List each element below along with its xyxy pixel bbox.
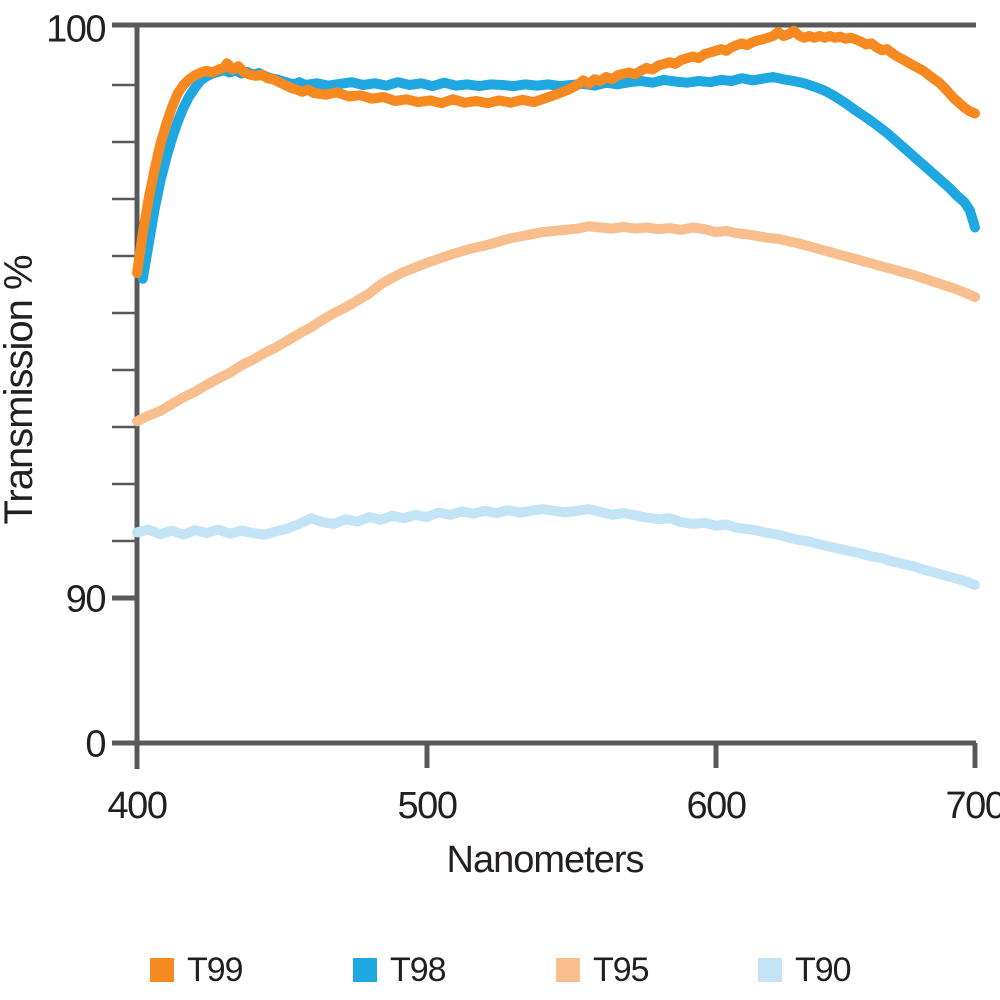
series-lines <box>132 25 980 590</box>
x-tick-label: 600 <box>687 785 746 827</box>
x-axis-title: Nanometers <box>447 839 644 881</box>
x-tick-label: 500 <box>398 785 457 827</box>
y-tick-label: 100 <box>46 8 105 50</box>
series-line-t90 <box>132 504 980 590</box>
y-tick-label: 90 <box>66 578 106 620</box>
x-tick-label: 700 <box>946 785 1000 827</box>
series-line-t99 <box>132 25 980 279</box>
axes <box>112 22 978 769</box>
y-axis-title: Transmission % <box>0 255 41 524</box>
series-line-t98 <box>137 65 980 284</box>
y-tick-label: 0 <box>85 723 105 765</box>
x-tick-label: 400 <box>108 785 167 827</box>
series-line-t95 <box>132 221 980 427</box>
